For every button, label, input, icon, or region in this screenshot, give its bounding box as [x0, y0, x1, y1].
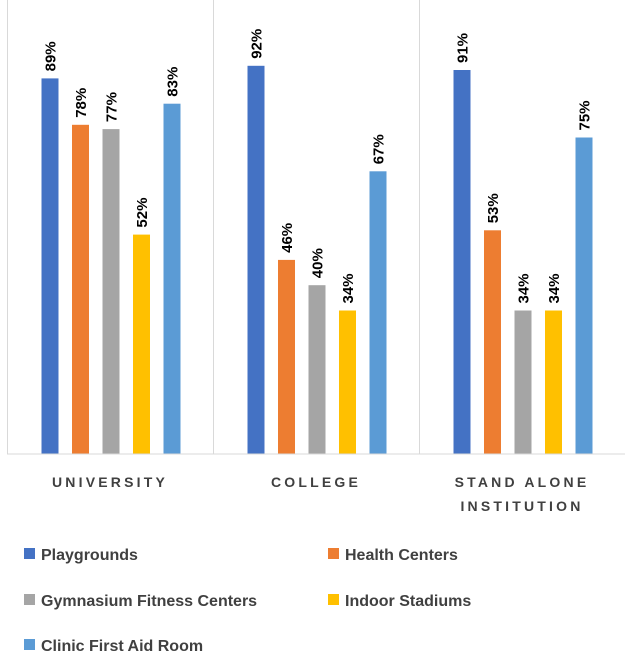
- bar-playgrounds: [453, 70, 471, 454]
- bar-clinic-first-aid-room: [369, 171, 387, 455]
- legend-swatch: [328, 548, 339, 559]
- bar-indoor-stadiums: [133, 234, 150, 454]
- bar-health-centers: [484, 230, 501, 454]
- data-label: 34%: [516, 273, 533, 303]
- category-label: COLLEGE: [271, 474, 361, 490]
- data-label: 75%: [577, 100, 594, 130]
- data-labels: 89% 78% 77% 52% 83% 92% 46% 40% 34% 67% 91% 53% 34% 3…: [43, 29, 594, 304]
- bar-gymnasium-fitness-centers: [308, 285, 326, 454]
- data-label: 34%: [546, 273, 563, 303]
- bars: [41, 65, 593, 455]
- legend-swatch: [328, 594, 339, 605]
- bar-health-centers: [278, 259, 295, 454]
- bar-gymnasium-fitness-centers: [102, 129, 120, 454]
- data-label: 92%: [249, 29, 266, 59]
- bar-playgrounds: [41, 78, 59, 455]
- data-label: 78%: [73, 88, 90, 118]
- data-label: 40%: [310, 248, 327, 278]
- data-label: 89%: [43, 41, 60, 71]
- legend-swatch: [24, 548, 35, 559]
- data-label: 34%: [340, 273, 357, 303]
- legend: Playgrounds Health Centers Gymnasium Fitne…: [24, 547, 471, 655]
- data-label: 77%: [104, 92, 121, 122]
- data-label: 52%: [134, 198, 151, 228]
- data-label: 67%: [371, 134, 388, 164]
- data-label: 46%: [279, 223, 296, 253]
- data-label: 91%: [455, 33, 472, 63]
- legend-swatch: [24, 594, 35, 605]
- bar-indoor-stadiums: [339, 310, 356, 454]
- category-label: UNIVERSITY: [52, 474, 168, 490]
- legend-label: Clinic First Aid Room: [41, 638, 203, 655]
- legend-label: Indoor Stadiums: [345, 593, 471, 610]
- legend-swatch: [24, 639, 35, 650]
- bar-clinic-first-aid-room: [163, 103, 181, 454]
- bar-indoor-stadiums: [545, 310, 562, 454]
- bar-health-centers: [72, 124, 89, 455]
- data-label: 53%: [485, 193, 502, 223]
- legend-label: Gymnasium Fitness Centers: [41, 593, 257, 610]
- data-label: 83%: [165, 67, 182, 97]
- category-labels: UNIVERSITY COLLEGE STAND ALONE INSTITUTION: [52, 474, 590, 514]
- bar-playgrounds: [247, 65, 265, 455]
- bar-clinic-first-aid-room: [575, 137, 593, 454]
- legend-label: Playgrounds: [41, 547, 138, 564]
- category-label: STAND ALONE: [455, 474, 590, 490]
- category-label: INSTITUTION: [460, 498, 583, 514]
- legend-label: Health Centers: [345, 547, 458, 564]
- bar-gymnasium-fitness-centers: [514, 310, 532, 454]
- category-separators: [7, 0, 420, 454]
